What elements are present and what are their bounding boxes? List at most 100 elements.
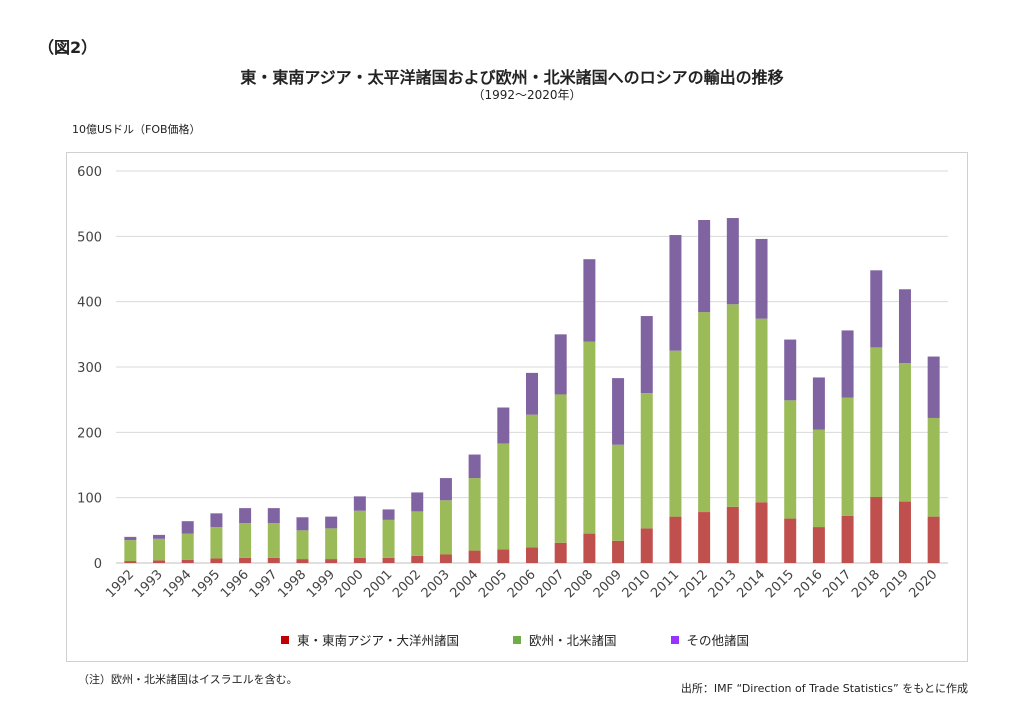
bar-2006-series-0 bbox=[526, 547, 538, 563]
bar-2015-series-2 bbox=[784, 339, 797, 401]
x-tick-label-2009: 2009 bbox=[591, 567, 625, 601]
bar-1998-series-0 bbox=[296, 559, 309, 563]
bar-2009-series-0 bbox=[612, 540, 625, 563]
bar-1993-series-1 bbox=[153, 538, 166, 561]
bar-2002-series-1 bbox=[411, 511, 424, 556]
legend-item-other: その他諸国 bbox=[670, 630, 750, 649]
bar-2020-series-0 bbox=[927, 516, 940, 563]
bar-1995-series-2 bbox=[210, 513, 223, 528]
bar-1993-series-2 bbox=[153, 534, 166, 539]
bar-2012-series-1 bbox=[698, 312, 711, 513]
bar-2003-series-2 bbox=[439, 478, 452, 501]
x-tick-label-2006: 2006 bbox=[505, 567, 539, 601]
legend-label-other: その他諸国 bbox=[686, 633, 750, 648]
bar-2010-series-0 bbox=[640, 528, 653, 563]
bar-1993-series-0 bbox=[153, 560, 166, 563]
bar-1997-series-2 bbox=[267, 508, 280, 524]
bar-2002-series-0 bbox=[411, 555, 424, 563]
legend-item-asia: 東・東南アジア・大洋州諸国 bbox=[280, 630, 459, 649]
bar-2016-series-1 bbox=[812, 429, 825, 528]
bar-2010-series-2 bbox=[640, 316, 653, 394]
x-tick-label-2015: 2015 bbox=[763, 567, 797, 601]
bar-2018-series-1 bbox=[870, 347, 883, 498]
bar-2008-series-2 bbox=[583, 259, 596, 342]
x-tick-label-2003: 2003 bbox=[419, 567, 453, 601]
x-tick-label-2001: 2001 bbox=[361, 567, 395, 601]
bar-1992-series-1 bbox=[124, 540, 137, 562]
bar-1999-series-2 bbox=[325, 516, 338, 529]
bar-2006-series-1 bbox=[526, 414, 538, 548]
bar-2007-series-1 bbox=[554, 394, 567, 543]
bar-2005-series-0 bbox=[497, 549, 510, 563]
y-tick-label-400: 400 bbox=[77, 296, 102, 311]
bar-2012-series-2 bbox=[698, 220, 711, 313]
bar-2019-series-1 bbox=[898, 363, 911, 502]
x-tick-label-1993: 1993 bbox=[132, 567, 166, 601]
bar-2013-series-2 bbox=[726, 218, 739, 305]
x-tick-label-2014: 2014 bbox=[734, 567, 768, 601]
bar-2017-series-0 bbox=[841, 515, 854, 563]
bar-2005-series-1 bbox=[497, 443, 510, 550]
bar-2001-series-0 bbox=[382, 557, 395, 563]
bar-1998-series-2 bbox=[296, 517, 309, 531]
bar-2017-series-1 bbox=[841, 397, 854, 516]
bar-2014-series-1 bbox=[755, 318, 768, 503]
bar-2001-series-2 bbox=[382, 509, 395, 520]
bar-2016-series-2 bbox=[812, 377, 825, 430]
bar-2011-series-1 bbox=[669, 350, 682, 517]
y-tick-label-600: 600 bbox=[77, 165, 102, 180]
x-tick-label-1998: 1998 bbox=[275, 567, 309, 601]
x-tick-label-2004: 2004 bbox=[447, 567, 481, 601]
bar-1997-series-0 bbox=[267, 557, 280, 563]
bar-2014-series-0 bbox=[755, 502, 768, 563]
bar-2000-series-1 bbox=[353, 510, 366, 558]
bar-2007-series-2 bbox=[554, 334, 567, 395]
bar-2007-series-0 bbox=[554, 542, 567, 563]
x-tick-label-2013: 2013 bbox=[706, 567, 740, 601]
bar-2018-series-2 bbox=[870, 270, 883, 348]
chart-subtitle: （1992～2020年） bbox=[472, 88, 582, 102]
x-tick-label-2005: 2005 bbox=[476, 567, 510, 601]
source-note: 出所：IMF “Direction of Trade Statistics” を… bbox=[680, 682, 968, 695]
x-tick-label-1992: 1992 bbox=[103, 567, 137, 601]
bar-2017-series-2 bbox=[841, 330, 854, 398]
bar-1992-series-2 bbox=[124, 536, 137, 541]
x-tick-label-1999: 1999 bbox=[304, 567, 338, 601]
bar-2003-series-1 bbox=[439, 500, 452, 555]
bar-2001-series-1 bbox=[382, 519, 395, 558]
bar-2014-series-2 bbox=[755, 238, 768, 319]
x-tick-label-2018: 2018 bbox=[849, 567, 883, 601]
y-tick-label-500: 500 bbox=[77, 230, 102, 245]
x-tick-label-2017: 2017 bbox=[820, 567, 854, 601]
footnote: （注）欧州・北米諸国はイスラエルを含む。 bbox=[78, 673, 298, 686]
bar-2019-series-2 bbox=[898, 289, 911, 364]
bar-2020-series-2 bbox=[927, 356, 940, 418]
bar-1995-series-0 bbox=[210, 558, 223, 563]
y-tick-label-100: 100 bbox=[77, 492, 102, 507]
bar-2011-series-0 bbox=[669, 516, 682, 563]
legend-label-europe-na: 欧州・北米諸国 bbox=[528, 633, 617, 648]
bar-1994-series-2 bbox=[181, 521, 194, 534]
x-tick-label-2016: 2016 bbox=[792, 567, 826, 601]
bar-2004-series-0 bbox=[468, 550, 481, 563]
x-tick-label-2010: 2010 bbox=[620, 567, 654, 601]
bar-2005-series-2 bbox=[497, 407, 510, 444]
bar-2008-series-0 bbox=[583, 533, 596, 563]
bar-2008-series-1 bbox=[583, 341, 596, 534]
bar-1997-series-1 bbox=[267, 523, 280, 558]
x-tick-label-2008: 2008 bbox=[562, 567, 596, 601]
bar-1994-series-0 bbox=[181, 559, 194, 563]
bar-2013-series-1 bbox=[726, 304, 739, 507]
x-tick-label-1997: 1997 bbox=[247, 567, 281, 601]
bar-2000-series-0 bbox=[353, 557, 366, 563]
bar-2004-series-1 bbox=[468, 478, 481, 551]
x-tick-label-2000: 2000 bbox=[333, 567, 367, 601]
bar-2018-series-0 bbox=[870, 497, 883, 563]
bar-2009-series-1 bbox=[612, 444, 625, 541]
bar-1996-series-0 bbox=[239, 557, 252, 563]
x-tick-label-2011: 2011 bbox=[648, 567, 682, 601]
x-tick-label-1994: 1994 bbox=[161, 567, 195, 601]
x-tick-label-2020: 2020 bbox=[906, 567, 940, 601]
x-tick-label-2007: 2007 bbox=[534, 567, 568, 601]
y-axis-unit-label: 10億USドル（FOB価格） bbox=[72, 123, 201, 136]
